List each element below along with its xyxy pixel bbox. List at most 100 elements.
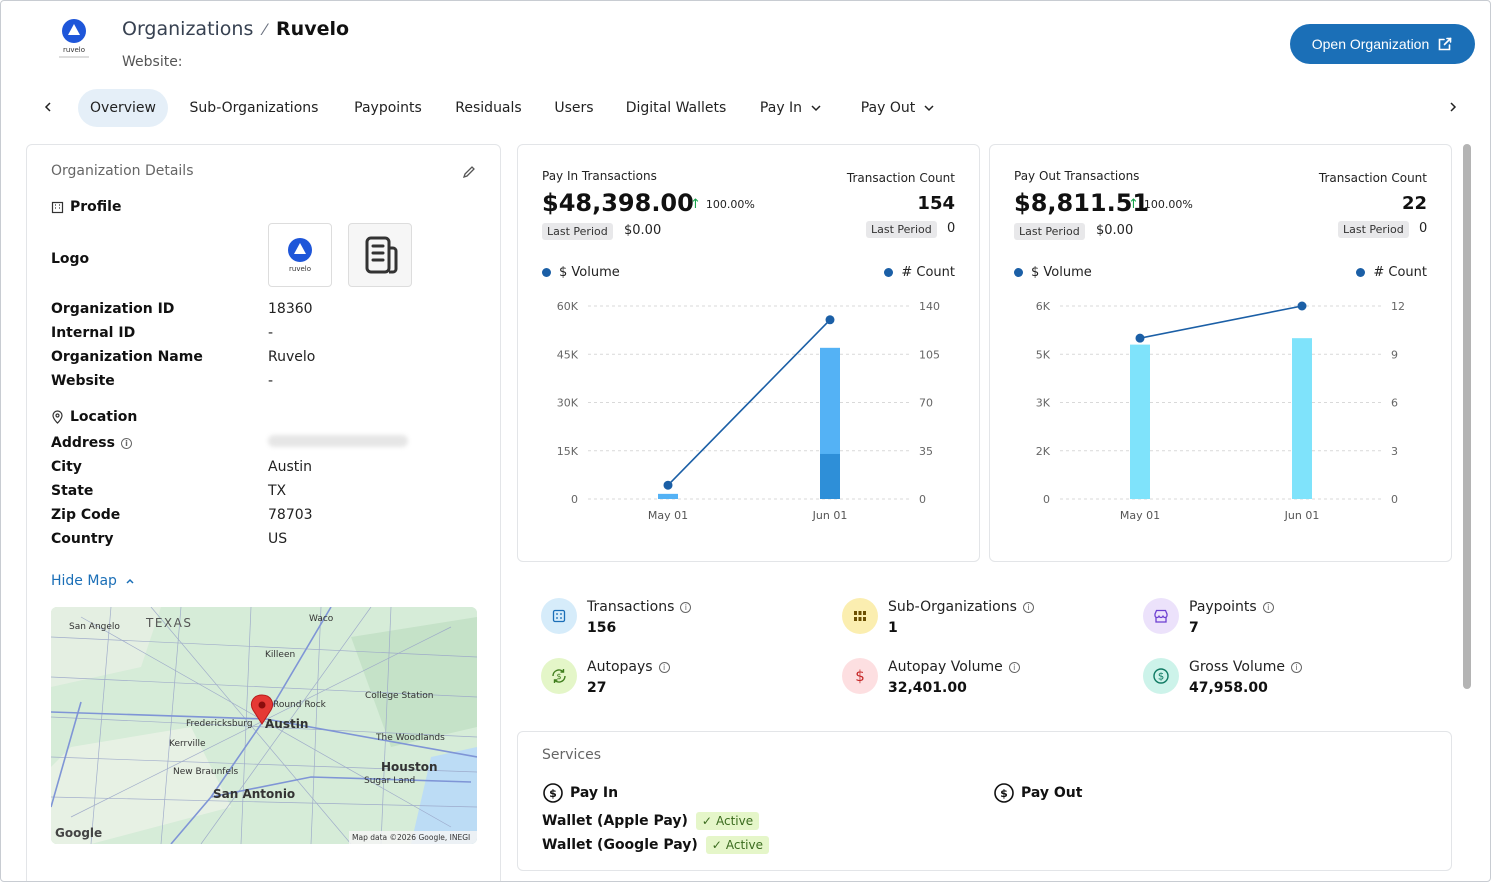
org-id-label: Organization ID	[51, 301, 175, 317]
tab-overview[interactable]: Overview	[78, 89, 168, 127]
default-logo-thumbnail[interactable]	[348, 223, 412, 287]
y-tick-label: 2K	[1036, 445, 1051, 458]
location-pin-icon	[52, 410, 63, 424]
svg-text:$: $	[556, 672, 561, 681]
tab-sub-organizations[interactable]: Sub-Organizations	[189, 100, 319, 116]
stat-sub-organizations[interactable]: Sub-Organizations i 1	[842, 598, 1034, 636]
pay-out-chart: 0 0 2K 3 3K 6 5K 9 6K 12 May 01 Jun 01	[1036, 300, 1405, 522]
map-label: The Woodlands	[375, 733, 445, 743]
count-point[interactable]	[1135, 333, 1145, 343]
chevron-up-icon	[126, 578, 134, 584]
service-pay-in: $ Pay In	[542, 782, 618, 804]
tabs-scroll-left-button[interactable]	[36, 95, 60, 119]
pay-out-count-last-value: 0	[1419, 221, 1428, 236]
pay-in-amount: $48,398.00	[542, 189, 694, 217]
map-label: Kerrville	[169, 739, 206, 749]
wallet-google-pay-row: Wallet (Google Pay) ✓ Active	[542, 836, 769, 854]
map-label: Sugar Land	[364, 776, 415, 786]
stat-gross-volume[interactable]: $ Gross Volume i 47,958.00	[1143, 658, 1302, 696]
address-label: Address i	[51, 435, 132, 451]
legend-dot-icon	[884, 268, 894, 277]
website-value: -	[268, 373, 274, 389]
logo-text: ruvelo	[63, 46, 85, 54]
y2-tick-label: 6	[1391, 397, 1398, 410]
tab-pay-out[interactable]: Pay Out	[853, 89, 943, 127]
location-heading: Location	[51, 409, 137, 425]
y2-tick-label: 0	[1391, 493, 1398, 506]
store-icon	[1143, 598, 1179, 634]
info-icon[interactable]: i	[120, 437, 132, 449]
pay-out-card: Pay Out Transactions $8,811.51 ↑ 100.00%…	[989, 144, 1452, 562]
stat-autopays[interactable]: $ Autopays i 27	[541, 658, 670, 696]
legend-volume[interactable]: $ Volume	[1014, 265, 1092, 280]
volume-bar[interactable]	[658, 493, 678, 499]
scrollbar-thumb[interactable]	[1463, 144, 1471, 689]
dollar-circle-icon: $	[1143, 658, 1179, 694]
check-circle-icon: ✓	[701, 814, 712, 828]
tab-pay-in[interactable]: Pay In	[751, 89, 831, 127]
breadcrumb-separator: ⁄	[263, 19, 267, 39]
info-icon[interactable]: i	[658, 661, 670, 673]
x-tick-label: May 01	[648, 509, 688, 522]
location-map[interactable]: San Angelo TEXAS Waco Killeen Round Rock…	[51, 607, 477, 844]
count-point[interactable]	[825, 315, 835, 325]
info-icon[interactable]: i	[1008, 661, 1020, 673]
y-tick-label: 45K	[557, 348, 579, 361]
svg-text:$: $	[1158, 672, 1164, 683]
page-title: Ruvelo	[276, 18, 350, 40]
map-label: San Angelo	[69, 622, 120, 632]
zip-label: Zip Code	[51, 507, 121, 523]
tabs-scroll-right-button[interactable]	[1441, 95, 1465, 119]
stat-paypoints[interactable]: Paypoints i 7	[1143, 598, 1274, 636]
arrow-up-icon: ↑	[1128, 197, 1139, 212]
pay-in-card: Pay In Transactions $48,398.00 ↑ 100.00%…	[517, 144, 980, 562]
info-icon[interactable]: i	[1262, 601, 1274, 613]
y2-tick-label: 140	[919, 300, 940, 313]
tab-digital-wallets[interactable]: Digital Wallets	[625, 100, 727, 116]
stat-transactions[interactable]: Transactions i 156	[541, 598, 692, 636]
logo-mark-icon	[62, 19, 86, 43]
map-attribution: Map data ©2026 Google, INEGI	[352, 833, 470, 842]
volume-bar[interactable]	[1292, 338, 1312, 499]
tab-residuals[interactable]: Residuals	[455, 100, 522, 116]
y2-tick-label: 35	[919, 445, 933, 458]
info-icon[interactable]: i	[680, 601, 692, 613]
map-label: Killeen	[265, 650, 295, 660]
y2-tick-label: 3	[1391, 445, 1398, 458]
google-logo: Google	[55, 826, 102, 840]
map-label: New Braunfels	[173, 767, 238, 777]
volume-bar[interactable]	[1130, 344, 1150, 499]
count-point[interactable]	[663, 480, 673, 490]
chevron-left-icon	[44, 102, 51, 112]
website-field-label: Website	[51, 373, 115, 389]
map-label: San Antonio	[213, 787, 295, 801]
map-canvas: San Angelo TEXAS Waco Killeen Round Rock…	[51, 607, 477, 844]
volume-bar-segment[interactable]	[820, 453, 840, 499]
tab-paypoints[interactable]: Paypoints	[354, 100, 422, 116]
pay-out-title: Pay Out Transactions	[1014, 169, 1140, 183]
calculator-icon	[541, 598, 577, 634]
legend-count[interactable]: # Count	[884, 265, 955, 280]
pay-out-count: 22	[1401, 193, 1427, 214]
breadcrumb-organizations[interactable]: Organizations	[122, 18, 254, 40]
x-tick-label: Jun 01	[812, 509, 848, 522]
country-value: US	[268, 531, 288, 547]
pay-in-last-period-badge: Last Period	[542, 223, 613, 240]
pay-out-last-period-value: $0.00	[1096, 223, 1134, 238]
x-tick-label: May 01	[1120, 509, 1160, 522]
tab-users[interactable]: Users	[554, 100, 594, 116]
count-point[interactable]	[1297, 301, 1307, 311]
legend-volume[interactable]: $ Volume	[542, 265, 620, 280]
internal-id-value: -	[268, 325, 274, 341]
org-name-value: Ruvelo	[268, 349, 316, 365]
status-badge: ✓ Active	[705, 836, 769, 854]
info-icon[interactable]: i	[1022, 601, 1034, 613]
info-icon[interactable]: i	[1290, 661, 1302, 673]
open-organization-button[interactable]: Open Organization	[1290, 24, 1475, 64]
state-value: TX	[268, 483, 287, 499]
logo-thumbnail[interactable]: ruvelo	[268, 223, 332, 287]
hide-map-toggle[interactable]: Hide Map	[51, 573, 135, 589]
pencil-icon[interactable]	[462, 165, 476, 179]
stat-autopay-volume[interactable]: $ Autopay Volume i 32,401.00	[842, 658, 1020, 696]
legend-count[interactable]: # Count	[1356, 265, 1427, 280]
